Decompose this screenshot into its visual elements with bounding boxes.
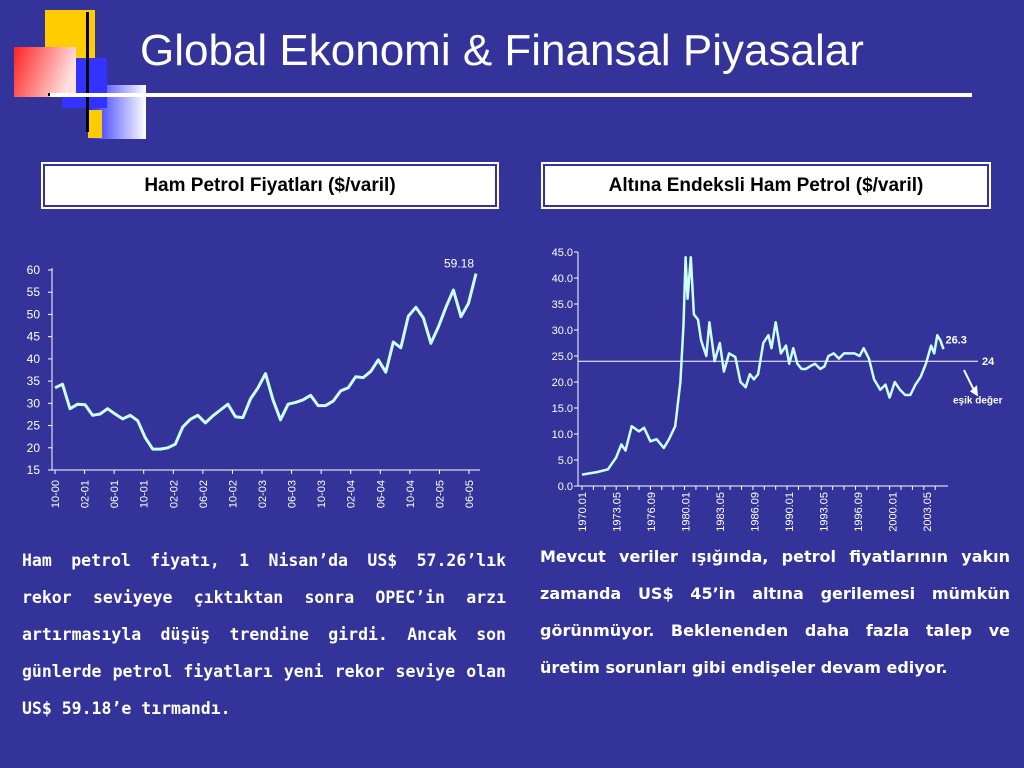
left-y-tick-label: 15: [27, 463, 41, 477]
left-series-line: [54, 273, 478, 451]
title-divider: [50, 93, 972, 97]
left-y-tick-label: 30: [27, 396, 41, 410]
right-y-tick-label: 15.0: [552, 403, 573, 415]
left-y-tick-label: 60: [27, 263, 41, 277]
left-x-tick-label: 10-04: [405, 480, 417, 508]
left-x-tick-label: 06-02: [198, 480, 210, 508]
left-y-tick-label: 25: [27, 419, 41, 433]
right-chart-title-box: Altına Endeksli Ham Petrol ($/varil): [541, 162, 991, 209]
right-x-tick-label: 1980.01: [681, 492, 693, 532]
left-x-tick-label: 06-05: [464, 480, 476, 508]
left-x-tick-label: 10-03: [316, 480, 328, 508]
left-y-tick-label: 35: [27, 374, 41, 388]
right-x-tick-label: 2000.01: [888, 492, 900, 532]
left-y-tick-label: 45: [27, 330, 41, 344]
right-y-tick-label: 35.0: [552, 299, 573, 311]
left-x-tick-label: 02-04: [346, 480, 358, 508]
left-x-tick-label: 06-03: [287, 480, 299, 508]
page-title: Global Ekonomi & Finansal Piyasalar: [140, 26, 864, 75]
right-x-tick-label: 1990.01: [784, 492, 796, 532]
right-x-tick-label: 1970.01: [577, 492, 589, 532]
right-y-tick-label: 5.0: [558, 455, 573, 467]
threshold-arrow: [963, 369, 975, 391]
right-series-line: [581, 255, 945, 476]
left-y-tick-label: 50: [27, 307, 41, 321]
right-y-tick-label: 30.0: [552, 325, 573, 337]
right-y-tick-label: 40.0: [552, 273, 573, 285]
threshold-caption: eşik değer: [953, 396, 1003, 407]
threshold-arrowhead: [970, 385, 978, 397]
left-x-tick-label: 06-01: [109, 480, 121, 508]
right-x-tick-label: 1993.05: [819, 492, 831, 532]
right-y-tick-label: 45.0: [552, 247, 573, 259]
right-commentary: Mevcut veriler ışığında, petrol fiyatlar…: [540, 547, 1010, 677]
right-x-tick-label: 1996.09: [853, 492, 865, 532]
left-y-tick-label: 40: [27, 352, 41, 366]
left-y-tick-label: 55: [27, 285, 41, 299]
right-last-value-label: 26.3: [945, 334, 966, 346]
right-x-tick-label: 1983.05: [715, 492, 727, 532]
left-x-tick-label: 10-00: [50, 480, 62, 508]
right-x-tick-label: 1986.09: [750, 492, 762, 532]
right-y-tick-label: 10.0: [552, 429, 573, 441]
right-x-tick-label: 1973.05: [611, 492, 623, 532]
right-y-tick-label: 20.0: [552, 377, 573, 389]
left-y-tick-label: 20: [27, 441, 41, 455]
left-peak-label: 59.18: [444, 257, 474, 271]
left-x-tick-label: 06-04: [375, 480, 387, 508]
threshold-value-label: 24: [982, 356, 995, 368]
left-x-tick-label: 02-05: [434, 480, 446, 508]
left-x-tick-label: 10-01: [139, 480, 151, 508]
right-x-tick-label: 1976.09: [646, 492, 658, 532]
left-x-tick-label: 02-03: [257, 480, 269, 508]
left-x-tick-label: 02-01: [80, 480, 92, 508]
left-x-tick-label: 02-02: [168, 480, 180, 508]
right-x-tick-label: 2003.05: [922, 492, 934, 532]
left-chart-title-box: Ham Petrol Fiyatları ($/varil): [41, 162, 499, 209]
right-y-tick-label: 0.0: [558, 481, 573, 493]
right-y-tick-label: 25.0: [552, 351, 573, 363]
left-x-tick-label: 10-02: [227, 480, 239, 508]
left-commentary: Ham petrol fiyatı, 1 Nisan’da US$ 57.26’…: [22, 551, 506, 718]
